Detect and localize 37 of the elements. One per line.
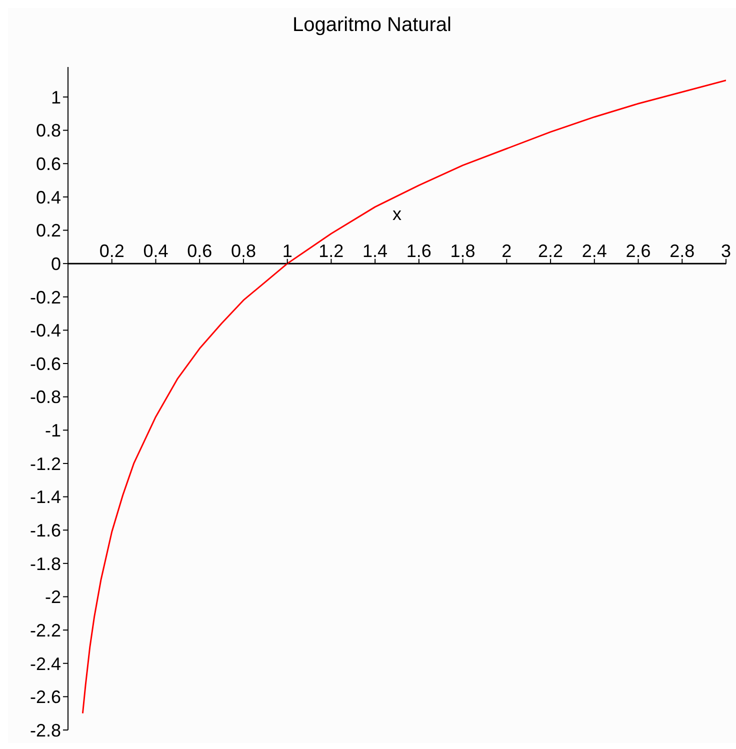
y-tick-label: 0 — [50, 254, 61, 274]
y-tick-label: 1 — [50, 87, 61, 108]
x-tick-label: 1.6 — [406, 240, 432, 261]
y-tick-label: -1.6 — [30, 520, 61, 540]
x-tick-label: 0.6 — [187, 240, 212, 261]
x-tick-label: 0.2 — [99, 240, 124, 261]
x-tick-label: 3 — [720, 240, 732, 261]
x-axis-title: x — [392, 204, 402, 225]
y-tick-label: -0.4 — [30, 320, 61, 341]
x-tick-label: 1.2 — [318, 240, 344, 261]
x-tick-label: 2.4 — [582, 240, 607, 261]
y-tick-label: -0.6 — [30, 354, 61, 374]
y-tick-label: 0.2 — [36, 220, 61, 241]
y-tick-label: 0.4 — [36, 187, 61, 208]
y-tick-label: -1.2 — [30, 454, 61, 474]
y-tick-label: -0.8 — [30, 387, 61, 408]
x-tick-label: 2.6 — [626, 240, 651, 261]
y-tick-label: -2.6 — [30, 687, 61, 708]
x-tick-label: 2.2 — [538, 240, 564, 261]
y-tick-label: 0.8 — [36, 120, 61, 141]
y-tick-label: -2.8 — [30, 720, 61, 740]
x-tick-label: 1.8 — [450, 240, 476, 261]
x-tick-label: 0.8 — [230, 240, 256, 261]
y-tick-label: -2.4 — [30, 654, 61, 674]
x-tick-label: 1 — [282, 240, 292, 261]
y-tick-label: -2.2 — [30, 620, 61, 640]
chart-title: Logaritmo Natural — [292, 14, 452, 37]
x-tick-label: 2 — [502, 240, 512, 261]
y-tick-label: -0.2 — [30, 287, 61, 308]
y-tick-label: -1.4 — [30, 487, 61, 508]
y-tick-label: -1 — [44, 420, 61, 441]
x-tick-label: 0.4 — [143, 240, 168, 261]
x-tick-label: 2.8 — [670, 240, 695, 261]
y-tick-label: -2 — [44, 587, 61, 608]
y-tick-label: 0.6 — [36, 154, 61, 174]
y-tick-label: -1.8 — [30, 554, 61, 574]
x-tick-label: 1.4 — [362, 240, 388, 261]
